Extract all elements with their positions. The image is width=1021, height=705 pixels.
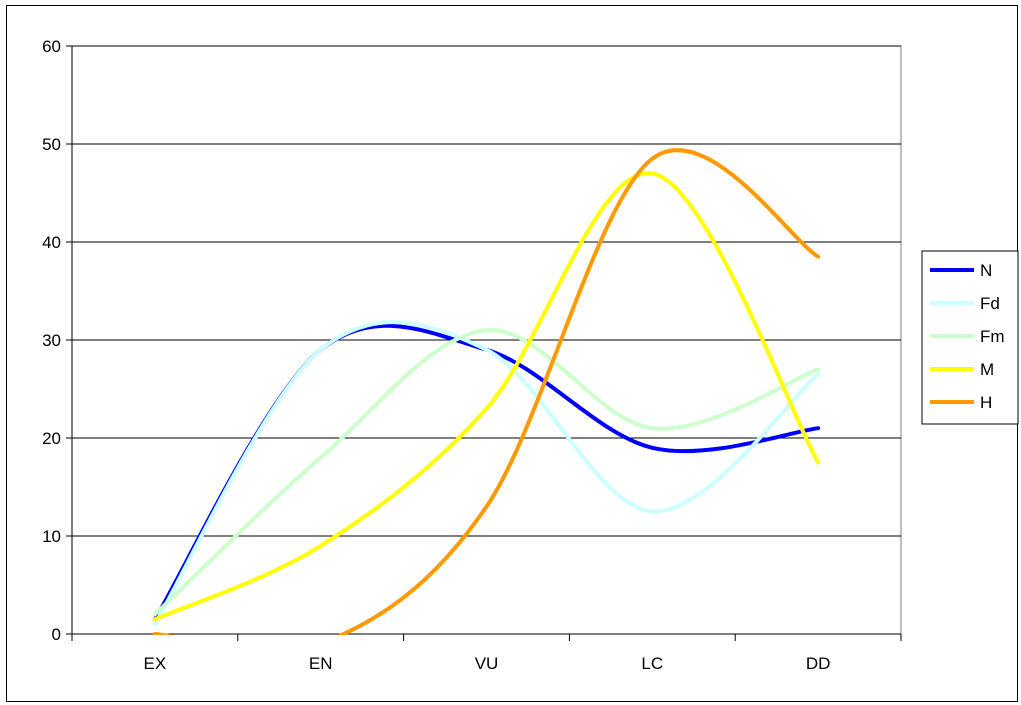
x-tick-label: LC	[641, 654, 663, 673]
y-tick-label: 30	[42, 331, 61, 350]
x-tick-label: VU	[475, 654, 499, 673]
series-line-m	[152, 171, 821, 622]
legend-label-fd: Fd	[980, 294, 1000, 313]
grid-lines	[72, 45, 901, 537]
y-tick-label: 20	[42, 429, 61, 448]
x-tick-label: EX	[144, 654, 167, 673]
y-tick-label: 60	[42, 37, 61, 56]
y-tick-label: 50	[42, 135, 61, 154]
y-tick-label: 0	[52, 625, 61, 644]
series-line-h	[152, 148, 821, 635]
legend-label-h: H	[980, 393, 992, 412]
series-line-fm	[152, 328, 821, 617]
series-line-fd	[152, 320, 821, 627]
y-tick-label: 10	[42, 527, 61, 546]
y-tick-labels: 0 10 20 30 40 50 60	[42, 37, 61, 644]
y-tick-label: 40	[42, 233, 61, 252]
axes	[66, 45, 902, 641]
x-tick-label: EN	[309, 654, 333, 673]
legend: N Fd Fm MH	[921, 250, 1019, 425]
x-tick-labels: EX EN VU LC DD	[144, 654, 831, 673]
legend-label-m: M	[980, 360, 994, 379]
x-tick-label: DD	[806, 654, 831, 673]
legend-label-n: N	[980, 261, 992, 280]
series-lines	[152, 148, 821, 635]
legend-label-fm: Fm	[980, 327, 1005, 346]
